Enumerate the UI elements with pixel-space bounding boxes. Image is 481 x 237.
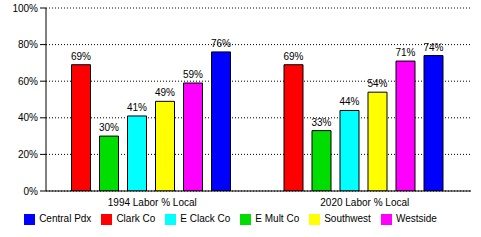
svg-text:33%: 33% [311, 117, 331, 128]
svg-text:74%: 74% [423, 42, 443, 53]
svg-text:100%: 100% [12, 3, 38, 14]
svg-text:44%: 44% [339, 96, 359, 107]
svg-text:2020 Labor % Local: 2020 Labor % Local [320, 197, 409, 208]
svg-text:59%: 59% [183, 69, 203, 80]
svg-text:0%: 0% [24, 186, 39, 197]
svg-text:41%: 41% [127, 102, 147, 113]
svg-text:69%: 69% [71, 51, 91, 62]
svg-text:71%: 71% [395, 47, 415, 58]
html-text:Clark Co: Clark Co [116, 213, 156, 224]
svg-text:80%: 80% [18, 39, 38, 50]
svg-text:49%: 49% [155, 87, 175, 98]
html-text:E Mult Co: E Mult Co [255, 213, 300, 224]
html-text:Westside: Westside [395, 213, 437, 224]
svg-text:30%: 30% [99, 122, 119, 133]
html-text:E Clack Co: E Clack Co [180, 213, 231, 224]
html-text:Southwest: Southwest [324, 213, 371, 224]
svg-text:54%: 54% [367, 78, 387, 89]
html-text:Central Pdx: Central Pdx [39, 213, 92, 224]
svg-text:69%: 69% [283, 51, 303, 62]
svg-text:76%: 76% [211, 38, 231, 49]
svg-text:20%: 20% [18, 149, 38, 160]
svg-text:40%: 40% [18, 112, 38, 123]
svg-text:1994 Labor % Local: 1994 Labor % Local [108, 197, 197, 208]
svg-text:60%: 60% [18, 76, 38, 87]
